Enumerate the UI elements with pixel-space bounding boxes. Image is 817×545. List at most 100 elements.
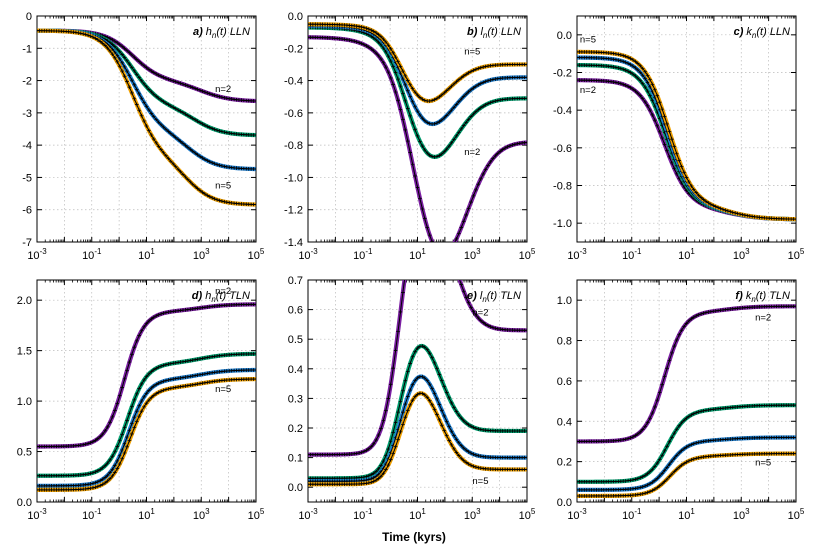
x-tick-label: 105 <box>519 507 536 522</box>
y-tick-label: -0.8 <box>284 140 303 152</box>
y-tick-label: 0.0 <box>557 497 572 509</box>
panel-title: f) kn(t) TLN <box>735 290 790 304</box>
x-tick-label: 105 <box>788 247 805 262</box>
y-tick-label: 0.7 <box>288 275 303 287</box>
data-layer <box>577 49 796 222</box>
data-layer <box>308 22 527 242</box>
x-tick-label: 10-1 <box>353 507 373 522</box>
y-tick-label: 0.4 <box>288 364 303 376</box>
x-tick-label: 103 <box>733 247 750 262</box>
y-tick-label: -0.4 <box>284 76 303 88</box>
series-n2 <box>37 302 256 449</box>
y-tick-label: -5 <box>22 172 32 184</box>
data-point <box>308 22 527 103</box>
y-tick-label: 1.0 <box>17 396 32 408</box>
series-n4 <box>37 367 256 488</box>
x-tick-label: 10-3 <box>27 247 47 262</box>
series-annotation: n=5 <box>215 384 231 395</box>
chart-panel-c: 10-3 10-1 101 103 105 0.0 -0.2 -0.4 -0.6 -0.8 -1.0… <box>553 15 805 262</box>
y-tick-label: 0.1 <box>288 453 303 465</box>
series-n3 <box>308 343 527 481</box>
panel-title: c) kn(t) LLN <box>734 26 790 40</box>
x-tick-label: 105 <box>248 507 265 522</box>
series-annotation: n=5 <box>215 181 231 192</box>
x-tick-label: 10-1 <box>82 247 102 262</box>
x-tick-label: 105 <box>519 247 536 262</box>
y-tick-label: -6 <box>22 205 32 217</box>
data-point <box>37 368 256 488</box>
x-tick-label: 10-3 <box>298 247 318 262</box>
data-point <box>577 435 796 492</box>
y-tick-label: -1.0 <box>553 218 572 230</box>
data-point <box>577 403 796 484</box>
series-annotation: n=2 <box>472 308 488 319</box>
data-point <box>308 374 527 484</box>
panel-title: d) hn(t) TLN <box>192 290 250 304</box>
y-tick-label: 0.0 <box>17 497 32 509</box>
y-tick-label: -0.6 <box>284 108 303 120</box>
data-point <box>37 28 256 207</box>
x-tick-label: 101 <box>138 507 155 522</box>
data-layer <box>577 304 796 499</box>
y-tick-label: 0.0 <box>288 11 303 23</box>
series-n3 <box>577 403 796 484</box>
series-n2 <box>577 78 796 222</box>
x-tick-label: 101 <box>678 247 695 262</box>
data-point <box>308 344 527 481</box>
x-tick-label: 101 <box>678 507 695 522</box>
series-n5 <box>308 391 527 487</box>
series-annotation: n=2 <box>215 84 231 95</box>
data-point <box>37 352 256 478</box>
data-layer <box>308 280 527 487</box>
series-n5 <box>308 22 527 104</box>
y-tick-label: 0.5 <box>288 334 303 346</box>
y-tick-label: -4 <box>22 140 32 152</box>
chart-panel-e: 10-3 10-1 101 103 105 0.0 0.1 0.2 0.3 0.4 0.5 0.6 0.… <box>288 275 536 522</box>
series-annotation: n=5 <box>472 476 488 487</box>
y-tick-label: 0.0 <box>557 30 572 42</box>
x-tick-label: 101 <box>409 247 426 262</box>
series-n2 <box>577 304 796 444</box>
y-tick-label: -7 <box>22 237 32 249</box>
series-n4 <box>577 435 796 492</box>
data-point <box>308 391 527 487</box>
series-n3 <box>37 351 256 478</box>
y-tick-label: -0.2 <box>284 43 303 55</box>
series-annotation: n=2 <box>580 85 596 96</box>
data-point <box>308 35 527 242</box>
model-line <box>37 30 256 136</box>
x-tick-label: 101 <box>409 507 426 522</box>
series-annotation: n=5 <box>464 47 480 58</box>
series-line <box>308 391 527 487</box>
y-tick-label: -0.6 <box>553 143 572 155</box>
panel-title: b) ln(t) LLN <box>467 26 521 40</box>
x-tick-label: 10-1 <box>622 247 642 262</box>
y-tick-label: -0.2 <box>553 68 572 80</box>
series-annotation: n=5 <box>580 34 596 45</box>
y-tick-label: -2 <box>22 76 32 88</box>
series-n5 <box>577 49 796 222</box>
chart-panel-d: 10-3 10-1 101 103 105 0.0 0.5 1.0 1.5 2.0 d) hn(t)… <box>17 279 265 522</box>
x-tick-label: 10-3 <box>567 247 587 262</box>
x-tick-label: 10-3 <box>298 507 318 522</box>
x-tick-label: 105 <box>788 507 805 522</box>
data-point <box>308 282 527 457</box>
series-n2 <box>308 280 527 457</box>
chart-panel-b: 10-3 10-1 101 103 105 0.0 -0.2 -0.4 -0.6 -0.8 -1.0… <box>284 11 536 262</box>
data-point <box>577 304 796 444</box>
series-n5 <box>37 28 256 207</box>
y-tick-label: -1.2 <box>284 205 303 217</box>
chart-panel-f: 10-3 10-1 101 103 105 0.0 0.2 0.4 0.6 0.8 1.0 f) kn… <box>557 279 805 522</box>
y-tick-label: 0.6 <box>288 305 303 317</box>
x-tick-label: 10-1 <box>353 247 373 262</box>
x-tick-label: 103 <box>464 247 481 262</box>
x-axis-label: Time (kyrs) <box>382 530 446 544</box>
y-tick-label: -1 <box>22 43 32 55</box>
y-tick-label: 0.2 <box>288 423 303 435</box>
y-tick-label: -3 <box>22 108 32 120</box>
y-tick-label: 0.2 <box>557 457 572 469</box>
data-point <box>37 377 256 492</box>
y-tick-label: 2.0 <box>17 295 32 307</box>
y-tick-label: 0.8 <box>557 336 572 348</box>
